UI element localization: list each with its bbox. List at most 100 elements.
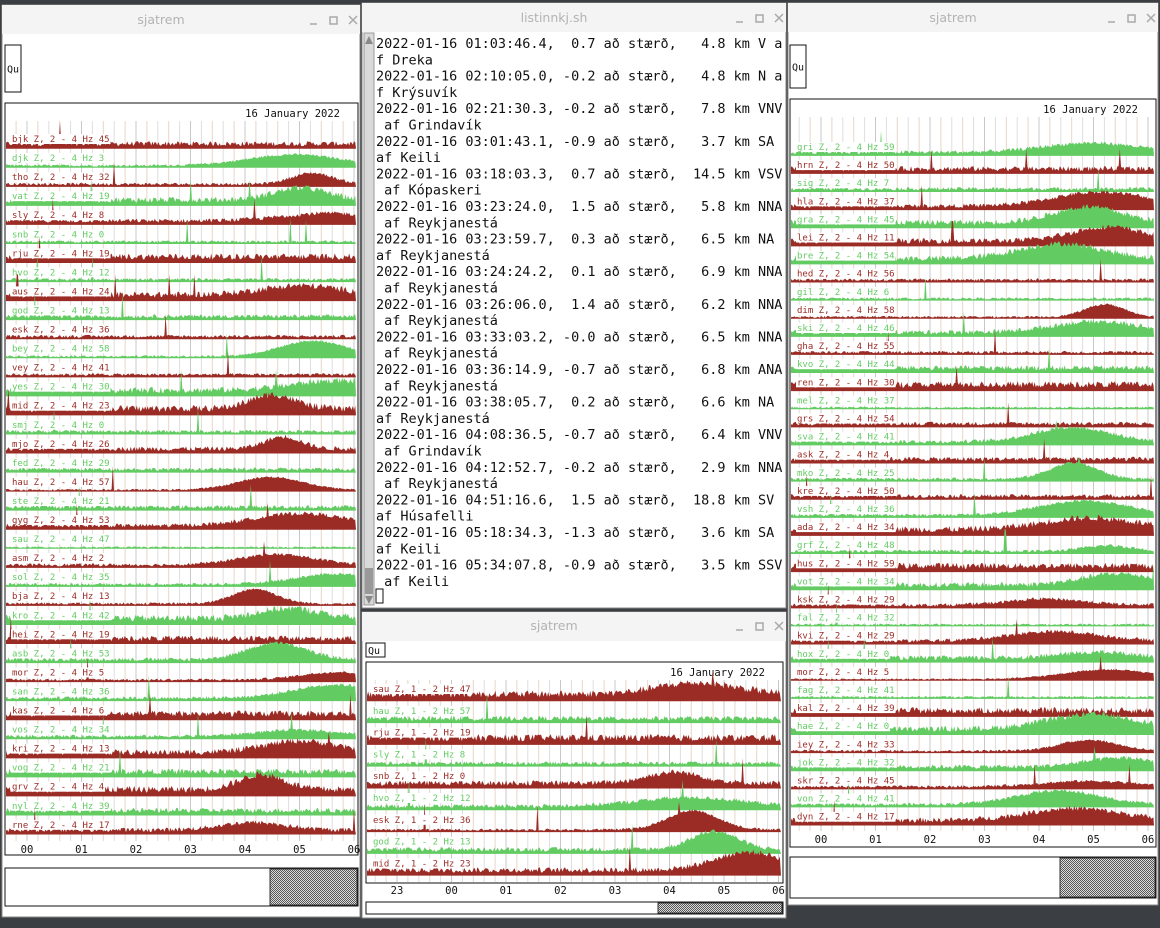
label-background <box>796 811 896 822</box>
label-background <box>11 438 111 449</box>
scroll-thumb[interactable] <box>1059 857 1156 898</box>
station-label: fal Z, 2 - 4 Hz 32 <box>797 614 895 624</box>
terminal-line: 2022-01-16 02:10:05.0, -0.2 að stærð, 4.… <box>376 69 782 85</box>
station-label: hau Z, 2 - 4 Hz 57 <box>12 478 110 488</box>
station-label: god Z, 1 - 2 Hz 13 <box>373 838 471 848</box>
maximize-button[interactable] <box>329 16 338 25</box>
station-label: mid Z, 2 - 4 Hz 23 <box>12 402 110 412</box>
label-background <box>796 757 896 768</box>
seismic-trace <box>367 779 781 811</box>
station-label: iey Z, 2 - 4 Hz 33 <box>797 740 895 750</box>
station-label: mid Z, 1 - 2 Hz 23 <box>373 859 471 869</box>
window: listinnkj.sh 2022-01-16 01:03:46.4, 0.7 a… <box>361 2 787 609</box>
close-button[interactable] <box>774 621 784 631</box>
maximize-button[interactable] <box>755 14 764 23</box>
window-title: listinnkj.sh <box>521 10 588 25</box>
station-label: kri Z, 2 - 4 Hz 13 <box>12 745 110 755</box>
label-background <box>11 667 106 678</box>
seismic-trace <box>791 167 1154 193</box>
label-background <box>11 686 111 697</box>
station-label: gyg Z, 2 - 4 Hz 53 <box>12 516 110 526</box>
station-label: vog Z, 2 - 4 Hz 21 <box>12 764 110 774</box>
station-label: bjk Z, 2 - 4 Hz 45 <box>12 135 110 145</box>
station-label: mko Z, 2 - 4 Hz 25 <box>797 469 895 479</box>
label-background <box>796 793 896 804</box>
station-label: fag Z, 2 - 4 Hz 41 <box>797 686 895 696</box>
station-label: mor Z, 2 - 4 Hz 5 <box>797 668 889 678</box>
station-label: vot Z, 2 - 4 Hz 34 <box>797 577 895 587</box>
window-title: sjatrem <box>530 618 577 633</box>
seismic-trace <box>6 560 356 587</box>
terminal-line: f Dreka <box>376 52 433 68</box>
station-label: kal Z, 2 - 4 Hz 39 <box>797 704 895 714</box>
station-label: bja Z, 2 - 4 Hz 13 <box>12 592 110 602</box>
terminal-line: 2022-01-16 03:23:24.0, 1.5 að stærð, 5.8… <box>376 199 782 215</box>
station-label: grs Z, 2 - 4 Hz 54 <box>797 415 895 425</box>
label-background <box>11 286 111 297</box>
label-background <box>11 134 111 144</box>
scroll-up[interactable] <box>365 36 373 44</box>
scroll-thumb[interactable] <box>657 902 783 914</box>
seismic-trace <box>6 218 356 244</box>
station-label: hau Z, 1 - 2 Hz 57 <box>373 707 471 717</box>
seismic-trace <box>791 303 1154 319</box>
seismic-trace <box>6 771 356 797</box>
quit-button[interactable] <box>4 44 22 93</box>
time-tick-label: 03 <box>978 834 991 846</box>
seismic-trace <box>6 198 356 225</box>
label-background <box>11 553 106 564</box>
station-label: sol Z, 2 - 4 Hz 35 <box>12 573 110 583</box>
quit-label[interactable]: Qu <box>792 63 804 74</box>
close-button[interactable] <box>1146 13 1156 23</box>
maximize-button[interactable] <box>755 622 764 631</box>
seismic-trace <box>791 529 1154 555</box>
label-background <box>796 685 896 695</box>
quit-button[interactable] <box>789 44 807 89</box>
scroll-thumb[interactable] <box>269 868 358 906</box>
quit-button[interactable] <box>365 642 386 658</box>
seismic-trace <box>367 823 781 854</box>
close-button[interactable] <box>774 13 784 23</box>
seismic-trace <box>791 258 1154 283</box>
station-label: mor Z, 2 - 4 Hz 5 <box>12 668 104 678</box>
station-label: hrn Z, 2 - 4 Hz 50 <box>797 161 895 171</box>
label-background <box>372 727 472 738</box>
station-label: ask Z, 2 - 4 Hz 4 <box>797 451 889 461</box>
time-tick-label: 03 <box>184 844 197 856</box>
quit-label[interactable]: Qu <box>368 646 380 657</box>
station-label: rju Z, 1 - 2 Hz 19 <box>373 729 471 739</box>
seismic-trace <box>791 800 1154 826</box>
seismic-trace <box>6 332 356 359</box>
seismic-trace <box>6 546 356 549</box>
label-background <box>796 540 896 551</box>
station-label: snb Z, 1 - 2 Hz 0 <box>373 772 465 782</box>
label-background <box>11 819 111 830</box>
seismic-trace <box>367 801 781 833</box>
title-bar <box>362 3 786 32</box>
seismic-trace <box>791 619 1154 645</box>
time-tick-label: 02 <box>554 885 567 897</box>
scrollbar[interactable] <box>363 32 375 606</box>
station-label: jok Z, 2 - 4 Hz 32 <box>797 758 895 768</box>
terminal-line: 2022-01-16 03:26:06.0, 1.4 að stærð, 6.2… <box>376 297 782 313</box>
station-label: hox Z, 2 - 4 Hz 0 <box>797 650 889 660</box>
terminal-line: af Reykjanestá <box>376 378 498 394</box>
quit-label[interactable]: Qu <box>7 65 19 76</box>
maximize-button[interactable] <box>1127 14 1136 23</box>
label-background <box>796 703 896 714</box>
terminal-line: 2022-01-16 02:21:30.3, -0.2 að stærð, 7.… <box>376 101 782 117</box>
scroll-down[interactable] <box>365 596 373 604</box>
close-button[interactable] <box>348 15 358 25</box>
label-background <box>796 666 891 677</box>
cursor <box>375 588 384 604</box>
terminal-line: af Grindavík <box>376 444 482 460</box>
label-background <box>796 467 896 478</box>
label-background <box>796 323 896 333</box>
station-label: god Z, 2 - 4 Hz 13 <box>12 306 110 316</box>
seismic-trace <box>791 330 1154 355</box>
seismic-trace <box>6 503 356 530</box>
terminal-line: af Keili <box>376 541 441 557</box>
seismic-trace <box>6 407 356 435</box>
label-background <box>372 705 472 716</box>
scrollbar-thumb[interactable] <box>365 568 373 594</box>
